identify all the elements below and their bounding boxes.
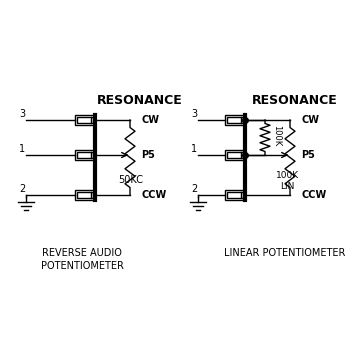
- Text: RESONANCE: RESONANCE: [252, 93, 338, 106]
- Text: 100K
LIN: 100K LIN: [276, 171, 299, 191]
- Bar: [77, 117, 93, 123]
- Bar: [225, 115, 245, 125]
- Bar: [225, 150, 245, 160]
- Bar: [75, 150, 95, 160]
- Text: CCW: CCW: [301, 190, 326, 200]
- Text: P5: P5: [141, 150, 155, 160]
- Bar: [75, 190, 95, 200]
- Text: 2: 2: [191, 184, 197, 194]
- Text: 1: 1: [191, 144, 197, 154]
- Text: CW: CW: [141, 115, 159, 125]
- Bar: [227, 192, 243, 198]
- Text: REVERSE AUDIO
POTENTIOMETER: REVERSE AUDIO POTENTIOMETER: [41, 248, 124, 271]
- Bar: [75, 115, 95, 125]
- Text: LINEAR POTENTIOMETER: LINEAR POTENTIOMETER: [224, 248, 346, 258]
- Text: 3: 3: [19, 109, 25, 119]
- Text: CW: CW: [301, 115, 319, 125]
- Bar: [225, 190, 245, 200]
- Text: 2: 2: [19, 184, 25, 194]
- Text: P5: P5: [301, 150, 315, 160]
- Bar: [77, 192, 93, 198]
- Text: 50KC: 50KC: [118, 175, 143, 185]
- Text: 100K: 100K: [272, 125, 281, 146]
- Text: CCW: CCW: [141, 190, 166, 200]
- Bar: [227, 152, 243, 158]
- Text: 3: 3: [191, 109, 197, 119]
- Bar: [77, 152, 93, 158]
- Text: 1: 1: [19, 144, 25, 154]
- Text: RESONANCE: RESONANCE: [97, 93, 183, 106]
- Bar: [227, 117, 243, 123]
